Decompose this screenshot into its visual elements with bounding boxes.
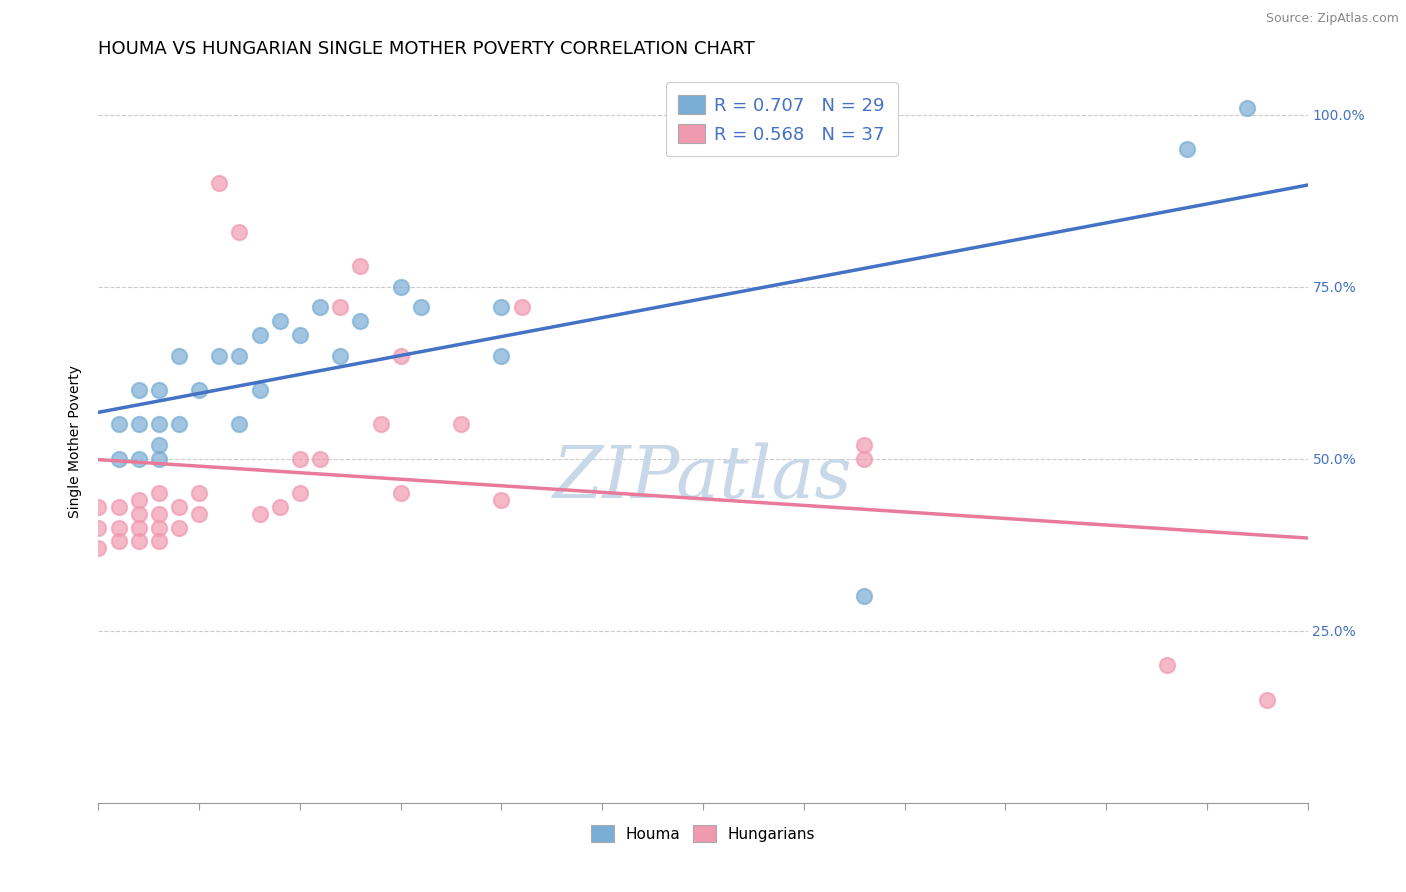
Point xyxy=(349,259,371,273)
Point xyxy=(491,493,513,508)
Point xyxy=(228,417,250,432)
Point xyxy=(167,500,190,514)
Point xyxy=(87,520,110,534)
Point xyxy=(249,507,271,521)
Point xyxy=(208,349,231,363)
Point xyxy=(269,500,291,514)
Point xyxy=(148,534,170,549)
Point xyxy=(309,301,332,315)
Point xyxy=(128,520,150,534)
Point xyxy=(188,507,211,521)
Point xyxy=(1175,142,1198,156)
Point xyxy=(148,451,170,466)
Point xyxy=(87,541,110,556)
Point xyxy=(288,486,311,500)
Point xyxy=(309,451,332,466)
Point xyxy=(128,493,150,508)
Text: Source: ZipAtlas.com: Source: ZipAtlas.com xyxy=(1265,12,1399,25)
Point xyxy=(491,349,513,363)
Point xyxy=(288,451,311,466)
Point xyxy=(409,301,432,315)
Point xyxy=(148,520,170,534)
Point xyxy=(491,301,513,315)
Point xyxy=(208,177,231,191)
Point xyxy=(188,383,211,397)
Point xyxy=(107,520,129,534)
Point xyxy=(249,327,271,342)
Point xyxy=(107,417,129,432)
Legend: Houma, Hungarians: Houma, Hungarians xyxy=(583,817,823,849)
Point xyxy=(148,438,170,452)
Point xyxy=(249,383,271,397)
Point xyxy=(450,417,472,432)
Point xyxy=(107,500,129,514)
Point xyxy=(188,486,211,500)
Point xyxy=(389,279,412,293)
Point xyxy=(853,590,876,604)
Point xyxy=(1156,658,1178,673)
Point xyxy=(1236,101,1258,115)
Point xyxy=(107,534,129,549)
Point xyxy=(389,349,412,363)
Point xyxy=(107,451,129,466)
Point xyxy=(148,383,170,397)
Point xyxy=(269,314,291,328)
Point xyxy=(128,417,150,432)
Point xyxy=(329,301,352,315)
Point xyxy=(370,417,392,432)
Point xyxy=(128,534,150,549)
Point xyxy=(167,417,190,432)
Point xyxy=(148,486,170,500)
Point xyxy=(1256,692,1278,706)
Point xyxy=(167,349,190,363)
Point xyxy=(228,225,250,239)
Point xyxy=(510,301,533,315)
Point xyxy=(128,383,150,397)
Point xyxy=(128,451,150,466)
Point xyxy=(167,520,190,534)
Point xyxy=(148,417,170,432)
Point xyxy=(329,349,352,363)
Point xyxy=(228,349,250,363)
Text: ZIPatlas: ZIPatlas xyxy=(553,442,853,513)
Point xyxy=(148,507,170,521)
Point xyxy=(853,451,876,466)
Y-axis label: Single Mother Poverty: Single Mother Poverty xyxy=(69,365,83,518)
Point xyxy=(87,500,110,514)
Point xyxy=(288,327,311,342)
Point xyxy=(128,507,150,521)
Text: HOUMA VS HUNGARIAN SINGLE MOTHER POVERTY CORRELATION CHART: HOUMA VS HUNGARIAN SINGLE MOTHER POVERTY… xyxy=(98,40,755,58)
Point xyxy=(349,314,371,328)
Point xyxy=(389,486,412,500)
Point xyxy=(853,438,876,452)
